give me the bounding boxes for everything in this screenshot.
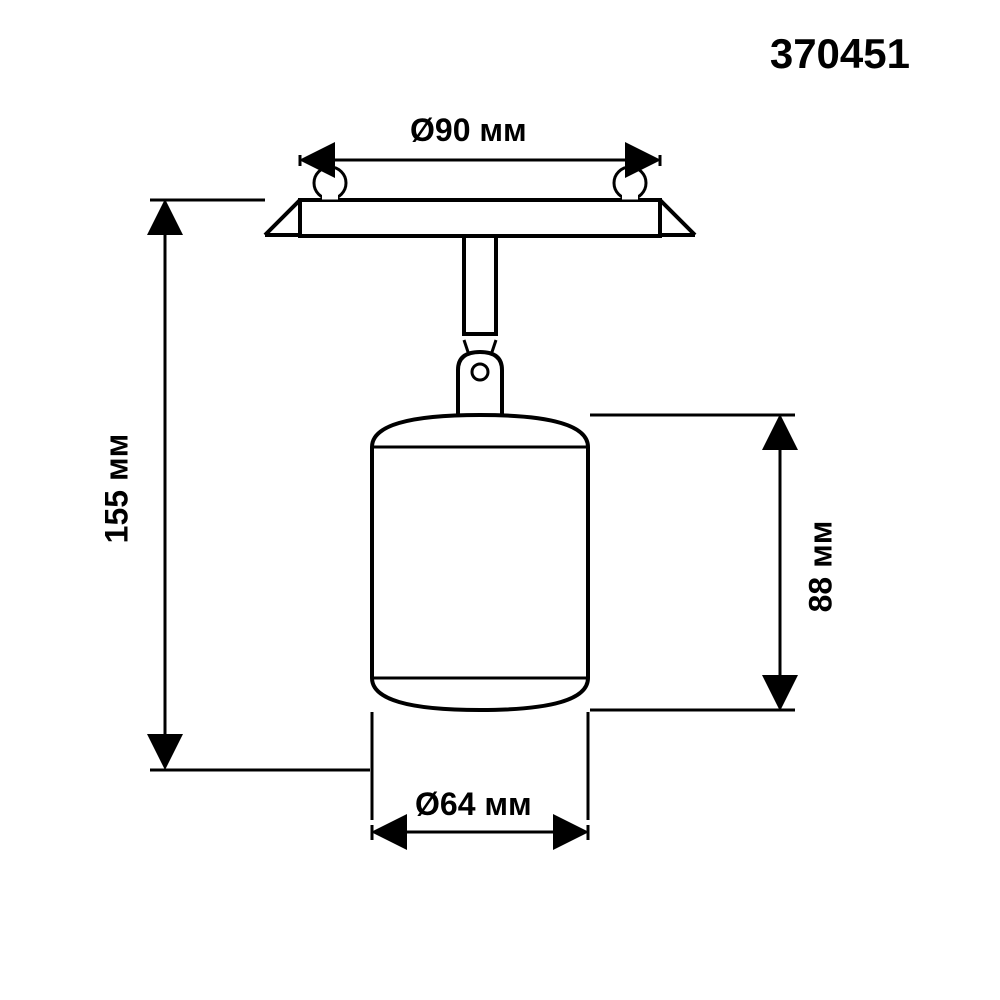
mount-assembly [265, 167, 695, 236]
stem-assembly [458, 236, 502, 415]
label-cylinder-height: 88 мм [802, 521, 839, 613]
technical-drawing [0, 0, 1000, 1000]
product-code: 370451 [770, 30, 910, 78]
cylinder-body [372, 415, 588, 710]
label-cylinder-diameter: Ø64 мм [415, 786, 532, 823]
label-total-height: 155 мм [98, 434, 135, 544]
label-top-diameter: Ø90 мм [410, 112, 527, 149]
